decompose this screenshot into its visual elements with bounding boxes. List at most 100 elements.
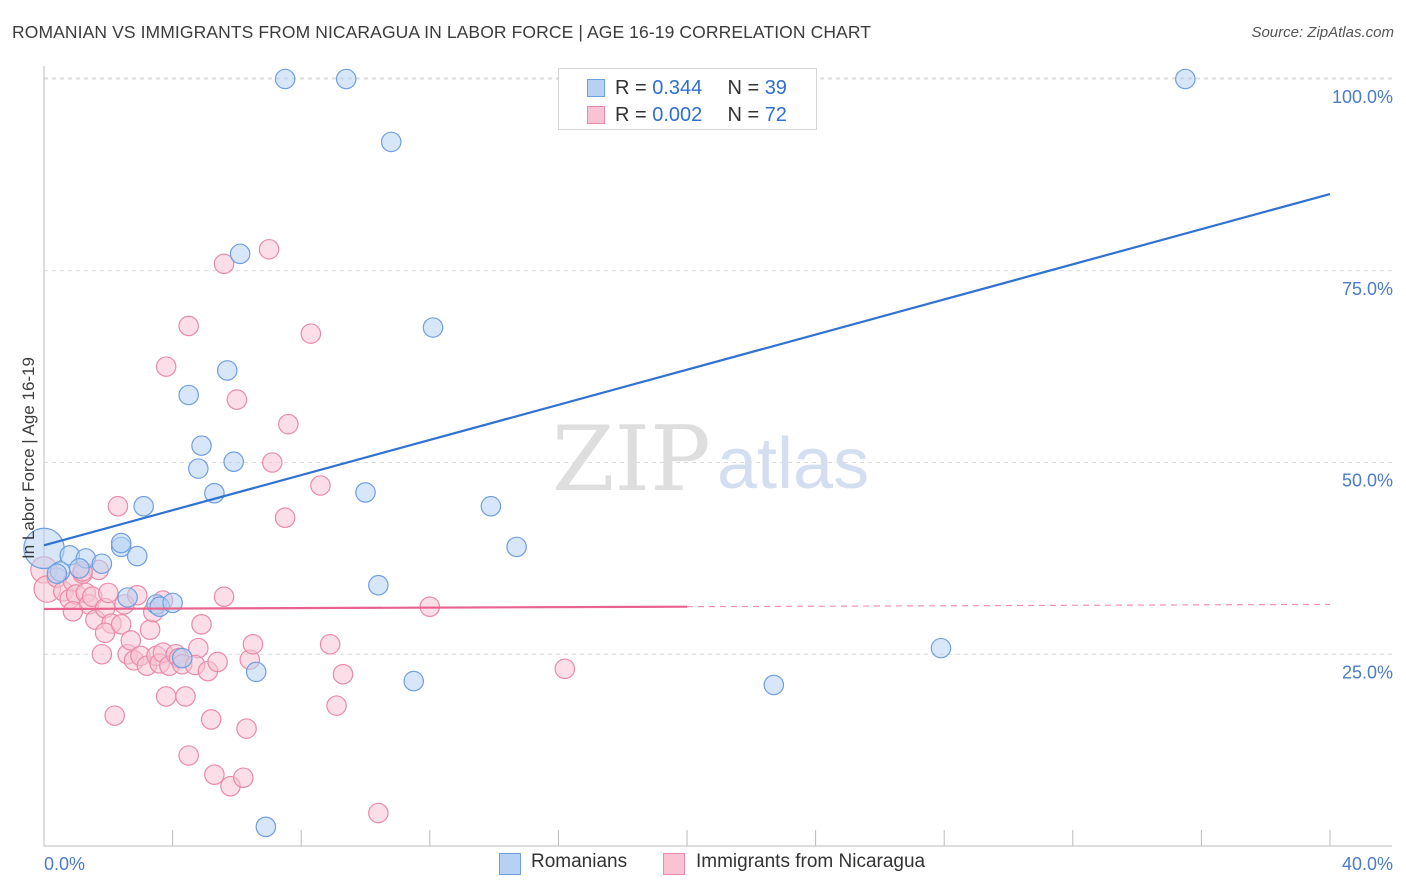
nicaragua-point <box>155 686 177 707</box>
series-romanians-points <box>23 68 1196 838</box>
romanian-point <box>368 574 389 596</box>
x-tick-label: 0.0% <box>44 854 85 874</box>
trend-line-romanians <box>43 192 1331 547</box>
romanian-point <box>355 482 376 503</box>
nicaragua-point <box>326 695 347 716</box>
romanian-point <box>46 563 68 585</box>
trend-lines <box>43 192 1331 611</box>
romanian-point <box>506 536 527 558</box>
legend-r-label: R = <box>615 77 653 99</box>
x-tick-labels: 0.0% 40.0% <box>44 854 1393 874</box>
legend-n-label: N = <box>727 104 765 126</box>
correlation-legend: R = 0.344 N = 39 R = 0.002 N = 72 <box>558 68 817 130</box>
nicaragua-point <box>554 658 576 680</box>
nicaragua-point <box>204 764 225 785</box>
romanian-point <box>403 670 425 692</box>
nicaragua-point <box>319 633 341 655</box>
y-tick-labels: 25.0% 50.0% 75.0% 100.0% <box>1332 87 1393 682</box>
source-credit: Source: ZipAtlas.com <box>1251 24 1394 41</box>
nicaragua-point <box>178 745 199 766</box>
trend-line-nicaragua <box>43 605 688 611</box>
chart-title: ROMANIAN VS IMMIGRANTS FROM NICARAGUA IN… <box>12 22 872 42</box>
legend-swatch-nicaragua <box>663 853 685 875</box>
watermark-atlas: atlas <box>717 424 869 504</box>
trend-line-nicaragua-dashed <box>686 603 1331 608</box>
nicaragua-point <box>139 619 161 641</box>
nicaragua-point <box>332 663 354 685</box>
romanian-point <box>117 587 138 608</box>
nicaragua-point <box>310 475 331 496</box>
gridlines <box>44 77 1392 655</box>
nicaragua-point <box>110 614 132 635</box>
legend-label-romanians: Romanians <box>531 851 628 872</box>
romanian-point <box>763 674 785 696</box>
nicaragua-point <box>175 686 196 707</box>
nicaragua-point <box>104 705 126 726</box>
nicaragua-point <box>213 253 235 275</box>
nicaragua-point <box>233 767 254 789</box>
series-nicaragua-points <box>30 238 576 824</box>
nicaragua-point <box>242 633 264 655</box>
romanian-point <box>274 68 296 90</box>
nicaragua-point <box>107 495 129 517</box>
y-tick-label: 75.0% <box>1342 279 1393 299</box>
nicaragua-point <box>226 389 248 410</box>
y-tick-label: 50.0% <box>1342 471 1393 491</box>
nicaragua-point <box>91 643 113 665</box>
romanian-point <box>422 317 444 338</box>
romanian-point <box>480 495 502 517</box>
legend-row-romanians: R = 0.344 N = 39 <box>587 77 787 100</box>
romanian-point <box>69 558 90 579</box>
y-tick-label: 100.0% <box>1332 87 1393 107</box>
legend-row-nicaragua: R = 0.002 N = 72 <box>587 104 787 127</box>
romanian-point <box>126 545 148 567</box>
romanian-point <box>229 243 251 265</box>
romanian-point <box>380 131 402 153</box>
series-legend: Romanians Immigrants from Nicaragua <box>0 851 1406 879</box>
legend-r-value: 0.002 <box>652 104 703 126</box>
romanian-point <box>171 647 193 669</box>
legend-n-label: N = <box>727 77 765 99</box>
legend-swatch-romanians <box>499 853 521 875</box>
axes <box>43 66 1392 847</box>
nicaragua-point <box>274 507 296 529</box>
romanian-point <box>255 816 277 838</box>
nicaragua-point <box>178 315 199 337</box>
legend-swatch-blue <box>587 79 605 97</box>
nicaragua-point <box>300 323 322 344</box>
nicaragua-point <box>62 601 84 622</box>
romanian-point <box>91 553 113 575</box>
nicaragua-point <box>200 709 222 730</box>
romanian-point <box>110 532 132 554</box>
nicaragua-point <box>120 630 142 651</box>
legend-label-nicaragua: Immigrants from Nicaragua <box>696 851 926 872</box>
romanian-point <box>930 637 952 659</box>
romanian-point <box>245 661 267 683</box>
y-axis-label: In Labor Force | Age 16-19 <box>19 357 38 559</box>
nicaragua-point <box>258 238 280 260</box>
romanian-point <box>191 435 212 456</box>
romanian-point <box>133 495 154 517</box>
nicaragua-point <box>368 802 389 824</box>
romanian-point <box>223 451 244 473</box>
legend-n-value: 72 <box>764 104 787 126</box>
nicaragua-point <box>155 356 177 377</box>
romanian-point <box>216 360 238 381</box>
x-tick-label: 40.0% <box>1342 854 1393 874</box>
nicaragua-point <box>261 452 283 473</box>
romanian-point <box>188 458 209 479</box>
romanian-point <box>335 68 357 90</box>
nicaragua-point <box>207 651 228 673</box>
y-tick-label: 25.0% <box>1342 662 1393 682</box>
nicaragua-point <box>278 413 299 435</box>
legend-swatch-pink <box>587 106 605 124</box>
legend-n-value: 39 <box>764 77 787 99</box>
nicaragua-point <box>236 718 257 739</box>
watermark: ZIP atlas <box>552 407 869 512</box>
legend-r-value: 0.344 <box>652 77 703 99</box>
nicaragua-point <box>191 614 212 635</box>
nicaragua-point <box>94 622 116 644</box>
nicaragua-point <box>98 582 119 604</box>
romanian-point <box>178 384 199 406</box>
